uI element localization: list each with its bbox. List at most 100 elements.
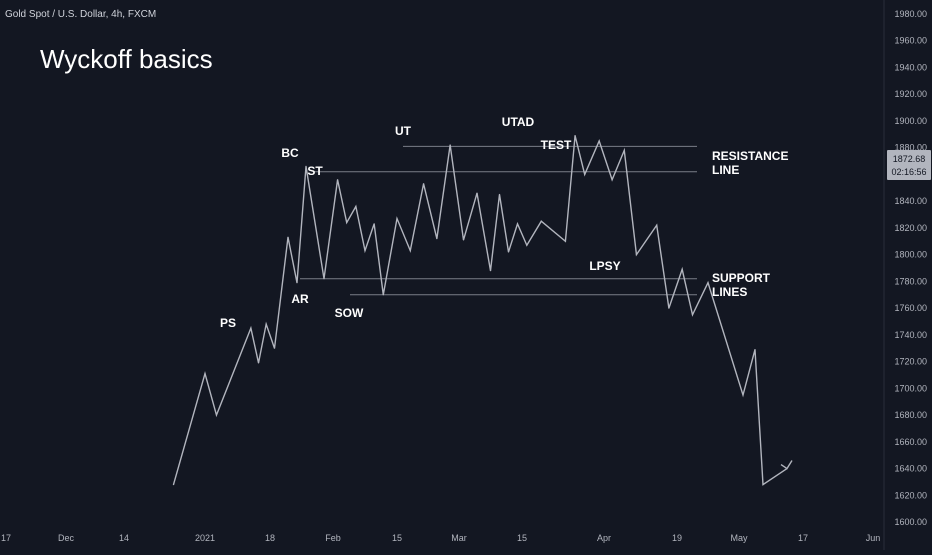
y-tick-label: 1960.00 xyxy=(894,36,927,46)
y-tick-label: 1600.00 xyxy=(894,517,927,527)
side-label: RESISTANCE xyxy=(712,149,788,163)
y-tick-label: 1780.00 xyxy=(894,276,927,286)
y-tick-label: 1940.00 xyxy=(894,62,927,72)
price-point xyxy=(250,327,252,329)
price-point xyxy=(623,149,625,151)
x-tick-label: 18 xyxy=(265,533,275,543)
price-point xyxy=(507,251,510,253)
price-point xyxy=(762,483,764,486)
x-tick-label: Jun xyxy=(866,533,881,543)
y-tick-label: 1620.00 xyxy=(894,490,927,500)
side-label: LINE xyxy=(712,163,739,177)
price-point xyxy=(564,240,567,242)
price-point xyxy=(323,278,325,280)
price-point xyxy=(476,192,478,194)
y-tick-label: 1720.00 xyxy=(894,357,927,367)
x-tick-label: 15 xyxy=(392,533,402,543)
price-point xyxy=(364,250,366,252)
price-point xyxy=(336,179,339,181)
x-tick-label: 15 xyxy=(517,533,527,543)
price-point xyxy=(296,282,298,284)
x-tick-label: Mar xyxy=(451,533,467,543)
price-point xyxy=(422,183,425,185)
price-line xyxy=(172,135,788,486)
x-tick-label: 17 xyxy=(798,533,808,543)
annotation-lpsy: LPSY xyxy=(589,259,620,273)
price-point xyxy=(462,239,465,241)
y-tick-label: 1980.00 xyxy=(894,9,927,19)
y-tick-label: 1920.00 xyxy=(894,89,927,99)
price-point xyxy=(382,294,384,296)
x-tick-label: Apr xyxy=(597,533,611,543)
annotation-ar: AR xyxy=(291,292,309,306)
price-point xyxy=(436,237,438,240)
price-point xyxy=(498,193,501,196)
y-tick-label: 1740.00 xyxy=(894,330,927,340)
annotation-ut: UT xyxy=(395,124,412,138)
price-point xyxy=(265,323,267,325)
y-tick-label: 1800.00 xyxy=(894,250,927,260)
price-point xyxy=(635,254,638,256)
price-point xyxy=(656,224,658,226)
x-tick-label: Feb xyxy=(325,533,341,543)
price-point xyxy=(215,414,218,416)
annotation-sow: SOW xyxy=(335,306,364,320)
chart-title: Wyckoff basics xyxy=(40,44,213,74)
price-point xyxy=(373,223,375,225)
x-tick-label: 2021 xyxy=(195,533,215,543)
price-point xyxy=(598,140,600,142)
y-tick-label: 1880.00 xyxy=(894,143,927,153)
price-point xyxy=(526,244,528,246)
price-point xyxy=(754,348,756,351)
side-label: LINES xyxy=(712,285,747,299)
y-tick-label: 1840.00 xyxy=(894,196,927,206)
y-tick-label: 1900.00 xyxy=(894,116,927,126)
price-point xyxy=(742,394,744,396)
x-tick-label: Dec xyxy=(58,533,75,543)
x-tick-label: 14 xyxy=(119,533,129,543)
price-point xyxy=(273,347,276,349)
x-tick-label: 17 xyxy=(1,533,11,543)
arrowhead xyxy=(780,460,793,470)
price-point xyxy=(691,314,694,316)
y-tick-label: 1680.00 xyxy=(894,410,927,420)
y-tick-label: 1640.00 xyxy=(894,464,927,474)
annotation-utad: UTAD xyxy=(502,115,535,129)
price-point xyxy=(489,270,492,272)
price-point xyxy=(707,282,709,284)
y-tick-label: 1760.00 xyxy=(894,303,927,313)
price-point xyxy=(681,268,683,270)
price-point xyxy=(346,221,348,224)
x-tick-label: 19 xyxy=(672,533,682,543)
y-tick-label: 1700.00 xyxy=(894,383,927,393)
price-point xyxy=(668,307,670,309)
symbol-header[interactable]: Gold Spot / U.S. Dollar, 4h, FXCM xyxy=(5,9,157,20)
price-point xyxy=(204,373,206,375)
price-point xyxy=(611,179,613,181)
price-point xyxy=(355,205,357,208)
price-point xyxy=(449,144,451,146)
price-box xyxy=(887,150,931,180)
price-point xyxy=(287,236,289,238)
price-point xyxy=(540,220,542,222)
price-point xyxy=(409,250,411,252)
price-point xyxy=(396,217,398,220)
x-tick-label: May xyxy=(730,533,748,543)
annotation-bc: BC xyxy=(281,146,299,160)
price-box-countdown: 02:16:56 xyxy=(891,167,926,177)
price-point xyxy=(584,173,586,176)
price-point xyxy=(305,165,307,167)
y-tick-label: 1660.00 xyxy=(894,437,927,447)
price-point xyxy=(257,362,260,364)
annotation-test: TEST xyxy=(541,138,572,152)
price-point xyxy=(516,223,519,225)
y-tick-label: 1820.00 xyxy=(894,223,927,233)
annotation-ps: PS xyxy=(220,316,236,330)
price-box-value: 1872.68 xyxy=(893,154,926,164)
side-label: SUPPORT xyxy=(712,271,771,285)
annotation-st: ST xyxy=(307,164,323,178)
price-point xyxy=(172,483,175,486)
price-point xyxy=(574,135,576,137)
